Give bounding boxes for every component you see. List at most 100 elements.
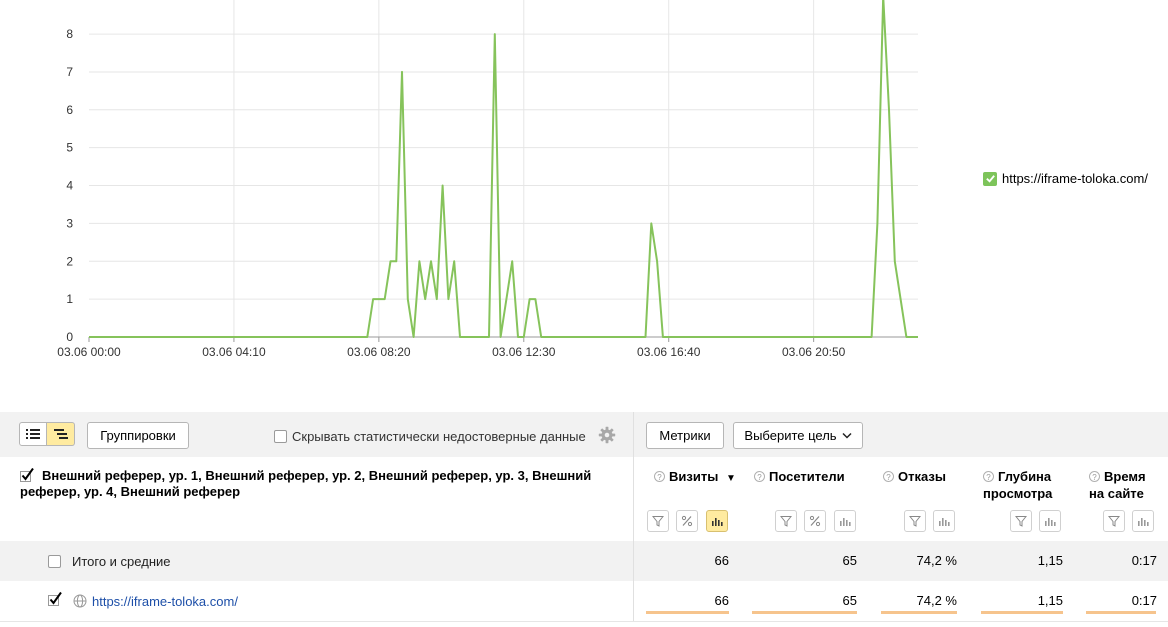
bar-chart-icon-button[interactable]: [834, 510, 856, 532]
col-depth-label: Глубина просмотра: [983, 469, 1053, 501]
bar-chart-icon-button[interactable]: [1039, 510, 1061, 532]
bar-chart-icon: [711, 515, 723, 527]
col-time-label: Время на сайте: [1089, 469, 1146, 501]
tree-view-button[interactable]: [47, 422, 75, 446]
x-tick-label: 03.06 16:40: [637, 345, 701, 359]
checkmark-icon[interactable]: [20, 468, 34, 482]
metric-share-bar: [646, 611, 729, 614]
check-icon: [985, 175, 995, 183]
row-divider: [633, 541, 634, 581]
percent-icon: [681, 515, 693, 527]
col-visitors-label: Посетители: [769, 469, 845, 484]
bar-chart-icon-button[interactable]: [1132, 510, 1154, 532]
filter-icon-button[interactable]: [904, 510, 926, 532]
metrics-button[interactable]: Метрики: [646, 422, 724, 449]
row-visits: 66: [714, 593, 729, 608]
total-visits: 66: [714, 553, 729, 568]
table-toolbar-right: Метрики Выберите цель: [634, 412, 1168, 457]
total-row-checkbox[interactable]: [48, 555, 61, 568]
percent-icon: [809, 515, 821, 527]
row-divider: [633, 581, 634, 621]
chart-legend[interactable]: https://iframe-toloka.com/: [983, 171, 1148, 186]
row-bounce-rate: 74,2 %: [916, 593, 957, 608]
col-visitors-header[interactable]: ? Посетители: [754, 468, 845, 485]
y-tick-label: 4: [66, 179, 73, 193]
filter-icon-button[interactable]: [775, 510, 797, 532]
filter-icon: [780, 515, 792, 527]
table-toolbar-left: Группировки: [0, 412, 633, 457]
total-row-label: Итого и средние: [72, 554, 171, 569]
hide-unreliable-checkbox[interactable]: [274, 430, 287, 443]
total-row: Итого и средние 66 65 74,2 % 1,15 0:17: [0, 541, 1168, 581]
view-toggle: [19, 422, 77, 448]
total-time-on-site: 0:17: [1131, 553, 1157, 568]
metric-share-bar: [752, 611, 857, 614]
globe-icon: [73, 594, 87, 608]
x-tick-label: 03.06 08:20: [347, 345, 411, 359]
x-tick-label: 03.06 04:10: [202, 345, 266, 359]
total-depth: 1,15: [1037, 553, 1063, 568]
row-depth: 1,15: [1037, 593, 1063, 608]
col-visits-label: Визиты: [669, 469, 719, 484]
total-bounce-rate: 74,2 %: [916, 553, 957, 568]
help-icon[interactable]: ?: [983, 471, 994, 482]
tree-list-icon: [53, 429, 68, 439]
bar-chart-icon: [839, 515, 851, 527]
help-icon[interactable]: ?: [883, 471, 894, 482]
table-row[interactable]: https://iframe-toloka.com/ 66 65 74,2 % …: [0, 581, 1168, 622]
help-icon[interactable]: ?: [754, 471, 765, 482]
hide-unreliable-label: Скрывать статистически недостоверные дан…: [292, 429, 586, 444]
series-line-0[interactable]: [89, 0, 918, 338]
list-view-button[interactable]: [19, 422, 47, 446]
sort-desc-icon[interactable]: ▼: [725, 473, 736, 484]
chart-area: 0 1 2 3 4 5 6 7 8 03.06 00:00 03.06 04:10 03.06 08:…: [57, 0, 1148, 359]
x-tick-label: 03.06 00:00: [57, 345, 121, 359]
col-depth-header[interactable]: ? Глубина просмотра: [983, 468, 1063, 502]
help-icon[interactable]: ?: [1089, 471, 1100, 482]
column-divider: [633, 412, 634, 541]
y-tick-label: 0: [66, 330, 73, 344]
goal-select-label: Выберите цель: [744, 428, 837, 443]
goal-select[interactable]: Выберите цель: [733, 422, 863, 449]
bar-chart-icon: [938, 515, 950, 527]
row-visitors: 65: [842, 593, 857, 608]
col-bounce-label: Отказы: [898, 469, 946, 484]
help-icon[interactable]: ?: [654, 471, 665, 482]
hide-unreliable-checkbox-group[interactable]: Скрывать статистически недостоверные дан…: [274, 429, 586, 444]
bar-chart-icon: [1137, 515, 1149, 527]
visits-line-chart: 0 1 2 3 4 5 6 7 8 03.06 00:00 03.06 04:10 03.06 08:…: [57, 0, 919, 359]
filter-icon: [909, 515, 921, 527]
filter-icon: [1108, 515, 1120, 527]
col-visits-header[interactable]: ? Визиты ▼: [654, 468, 736, 487]
metric-share-bar: [981, 611, 1063, 614]
dimensions-header-cell: [0, 458, 633, 540]
filter-icon: [652, 515, 664, 527]
legend-series-label: https://iframe-toloka.com/: [1002, 171, 1148, 186]
legend-checkbox[interactable]: [983, 171, 997, 186]
row-checkbox[interactable]: [47, 591, 63, 607]
dimensions-header: Внешний реферер, ур. 1, Внешний реферер,…: [20, 468, 620, 500]
y-tick-label: 3: [66, 216, 73, 230]
dimensions-header-label: Внешний реферер, ур. 1, Внешний реферер,…: [20, 468, 592, 499]
bar-chart-icon-button[interactable]: [706, 510, 728, 532]
chevron-down-icon: [842, 432, 852, 439]
y-tick-label: 6: [66, 103, 73, 117]
filter-icon-button[interactable]: [1010, 510, 1032, 532]
filter-icon-button[interactable]: [1103, 510, 1125, 532]
metric-share-bar: [1086, 611, 1156, 614]
x-tick-label: 03.06 12:30: [492, 345, 556, 359]
y-tick-label: 7: [66, 65, 73, 79]
list-icon: [26, 429, 40, 439]
gear-icon[interactable]: [598, 426, 616, 444]
x-tick-label: 03.06 20:50: [782, 345, 846, 359]
percent-icon-button[interactable]: [804, 510, 826, 532]
bar-chart-icon-button[interactable]: [933, 510, 955, 532]
filter-icon-button[interactable]: [647, 510, 669, 532]
groupings-button[interactable]: Группировки: [87, 422, 189, 449]
col-time-header[interactable]: ? Время на сайте: [1089, 468, 1161, 502]
filter-icon: [1015, 515, 1027, 527]
col-bounce-header[interactable]: ? Отказы: [883, 468, 946, 485]
row-referrer-link[interactable]: https://iframe-toloka.com/: [92, 594, 238, 609]
percent-icon-button[interactable]: [676, 510, 698, 532]
total-visitors: 65: [842, 553, 857, 568]
